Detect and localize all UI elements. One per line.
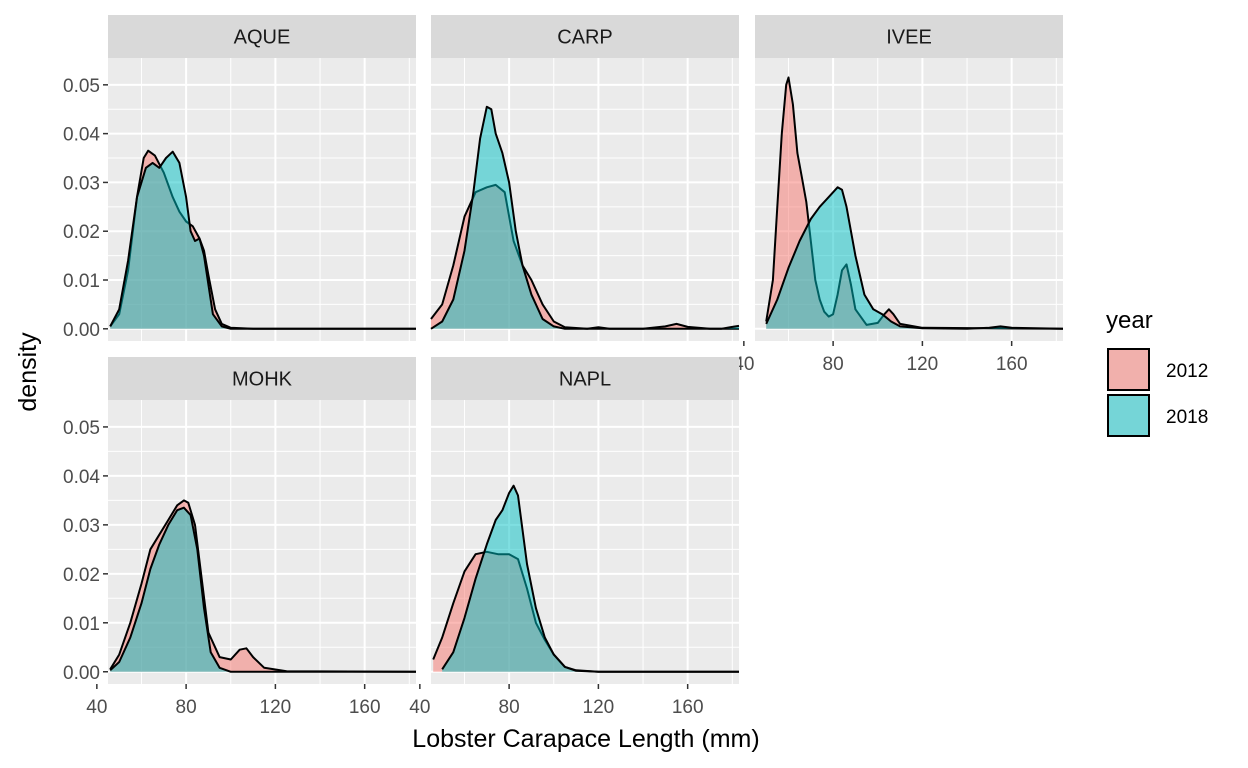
legend-label-2012: 2012 xyxy=(1166,361,1208,382)
density-line-2012 xyxy=(109,499,417,673)
y-axis-title: density xyxy=(14,332,42,412)
facet-panel-napl: NAPL 40 80 120 160 xyxy=(409,357,739,718)
x-axis-title: Lobster Carapace Length (mm) xyxy=(412,725,759,753)
y-tick-label: 0.00 xyxy=(63,663,100,684)
density-line-2018 xyxy=(765,186,1064,330)
facet-strip-label: MOHK xyxy=(232,369,293,391)
y-tick-label: 0.01 xyxy=(63,271,100,292)
x-tick-label: 120 xyxy=(583,697,615,718)
x-tick-label: 120 xyxy=(260,697,292,718)
x-tick-label: 160 xyxy=(672,697,704,718)
facet-panel-mohk: MOHK 0.00 0.01 0.02 0.03 0.04 0.05 40 80 120 160 xyxy=(63,357,417,718)
facet-strip-label: AQUE xyxy=(234,27,291,49)
facet-strip-label: CARP xyxy=(557,27,613,49)
facet-strip-label: IVEE xyxy=(886,27,932,49)
density-line-2018 xyxy=(441,484,739,673)
facet-panel-aque: AQUE 0.00 0.01 0.02 0.03 0.04 0.05 xyxy=(63,15,416,341)
density-line-2018 xyxy=(109,506,416,673)
x-tick-label: 80 xyxy=(499,697,520,718)
panels-layer: AQUE 0.00 0.01 0.02 0.03 0.04 0.05 CARP IVEE 40 80… xyxy=(63,15,1064,718)
y-tick-label: 0.00 xyxy=(63,320,100,341)
legend-key-2018 xyxy=(1107,394,1150,437)
facet-strip xyxy=(431,357,739,400)
y-tick-label: 0.03 xyxy=(63,173,100,194)
legend-key-2012 xyxy=(1107,348,1150,391)
y-tick-label: 0.02 xyxy=(63,565,100,586)
x-tick-label: 80 xyxy=(823,354,844,375)
density-line-2018 xyxy=(430,105,740,330)
density-area-2018 xyxy=(110,507,416,672)
legend-label-2018: 2018 xyxy=(1166,407,1208,428)
facet-strip xyxy=(108,15,416,58)
y-tick-label: 0.05 xyxy=(63,418,100,439)
facet-strip xyxy=(108,357,416,400)
density-line-2018 xyxy=(109,150,416,330)
facet-panel-carp: CARP xyxy=(430,15,740,341)
legend: year 2012 2018 xyxy=(1106,307,1208,437)
y-tick-label: 0.01 xyxy=(63,614,100,635)
facet-strip-label: NAPL xyxy=(559,369,611,391)
density-area-2018 xyxy=(431,106,739,329)
x-tick-label: 40 xyxy=(409,697,430,718)
density-area-2018 xyxy=(766,187,1063,329)
facet-strip xyxy=(431,15,739,58)
x-tick-label: 40 xyxy=(86,697,107,718)
x-tick-label: 80 xyxy=(176,697,197,718)
x-tick-label: 160 xyxy=(349,697,381,718)
density-area-2018 xyxy=(110,151,416,329)
x-tick-label: 120 xyxy=(907,354,939,375)
x-tick-label: 160 xyxy=(996,354,1028,375)
y-tick-label: 0.03 xyxy=(63,516,100,537)
y-tick-label: 0.02 xyxy=(63,222,100,243)
y-tick-label: 0.05 xyxy=(63,76,100,97)
legend-title: year xyxy=(1106,307,1153,334)
density-area-2018 xyxy=(442,485,739,672)
y-tick-label: 0.04 xyxy=(63,125,100,146)
facet-strip xyxy=(755,15,1063,58)
y-tick-label: 0.04 xyxy=(63,467,100,488)
